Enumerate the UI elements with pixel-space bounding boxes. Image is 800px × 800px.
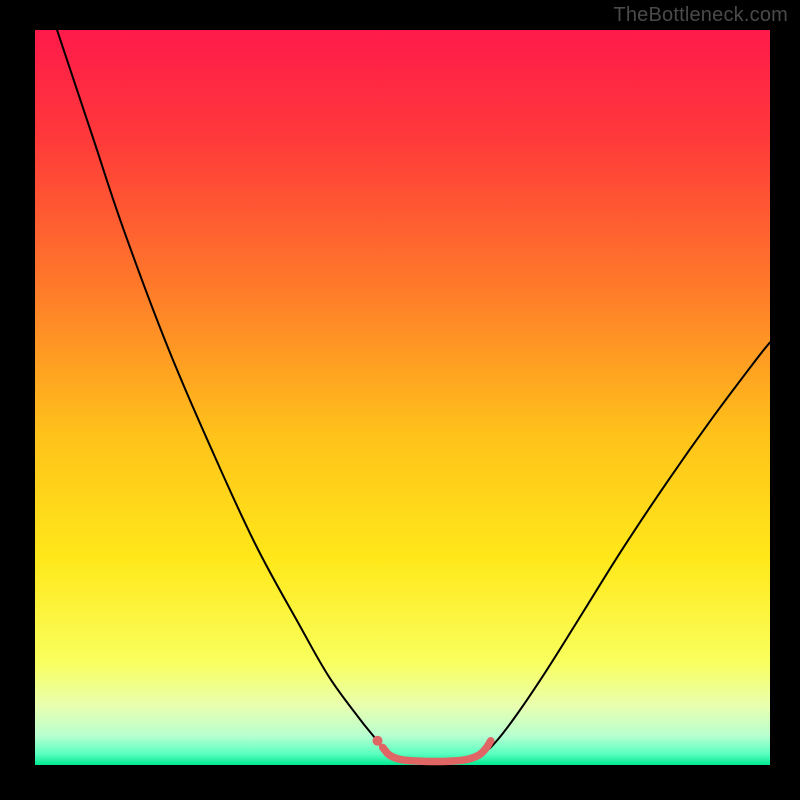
bottleneck-curve-chart [0,0,800,800]
plot-area [0,0,800,800]
optimal-point-dot [373,736,383,746]
gradient-background [35,30,770,765]
watermark-text: TheBottleneck.com [613,4,788,27]
chart-frame: TheBottleneck.com [0,0,800,800]
